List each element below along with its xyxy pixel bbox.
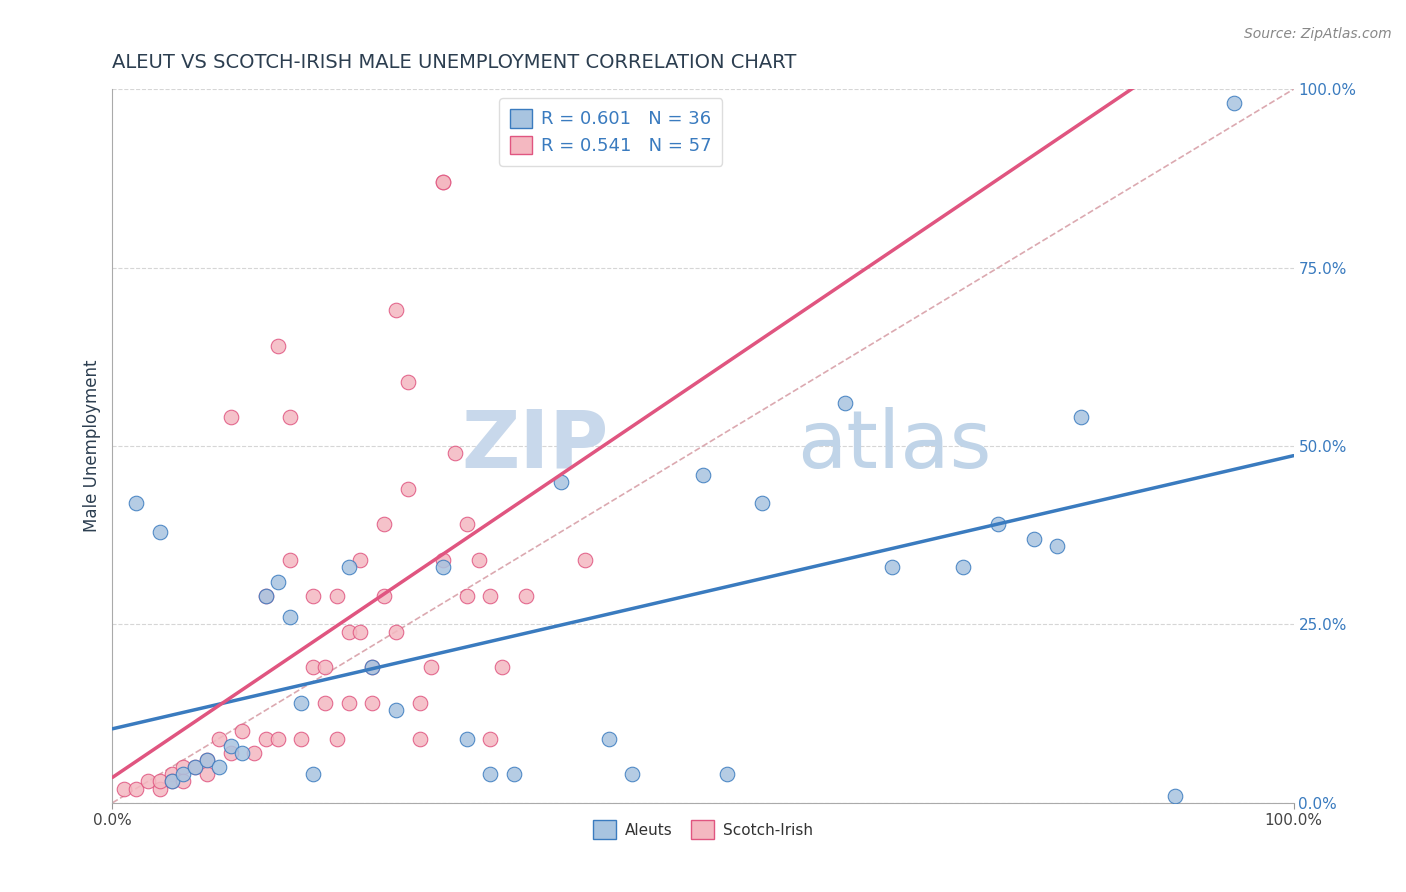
Point xyxy=(751,496,773,510)
Point xyxy=(125,496,148,510)
Point xyxy=(361,696,384,710)
Point xyxy=(361,660,384,674)
Point xyxy=(408,696,430,710)
Point xyxy=(1046,539,1069,553)
Point xyxy=(231,746,253,760)
Point xyxy=(125,781,148,796)
Point xyxy=(361,660,384,674)
Point xyxy=(432,175,454,189)
Point xyxy=(278,610,301,624)
Point xyxy=(149,774,172,789)
Point xyxy=(396,375,419,389)
Point xyxy=(1070,410,1092,425)
Point xyxy=(195,767,218,781)
Point xyxy=(420,660,443,674)
Point xyxy=(456,589,478,603)
Point xyxy=(254,589,277,603)
Point xyxy=(278,553,301,567)
Point xyxy=(267,731,290,746)
Point xyxy=(195,753,218,767)
Point xyxy=(172,767,194,781)
Point xyxy=(349,553,371,567)
Text: ZIP: ZIP xyxy=(461,407,609,485)
Point xyxy=(987,517,1010,532)
Point xyxy=(385,703,408,717)
Point xyxy=(444,446,467,460)
Point xyxy=(408,731,430,746)
Point xyxy=(598,731,620,746)
Text: Source: ZipAtlas.com: Source: ZipAtlas.com xyxy=(1244,27,1392,41)
Point xyxy=(254,731,277,746)
Point xyxy=(432,175,454,189)
Point xyxy=(208,731,231,746)
Point xyxy=(219,410,242,425)
Y-axis label: Male Unemployment: Male Unemployment xyxy=(83,359,101,533)
Point xyxy=(1022,532,1045,546)
Point xyxy=(208,760,231,774)
Point xyxy=(149,524,172,539)
Point xyxy=(432,553,454,567)
Point xyxy=(834,396,856,410)
Point xyxy=(503,767,526,781)
Point xyxy=(160,767,183,781)
Point xyxy=(290,696,312,710)
Point xyxy=(314,660,336,674)
Point xyxy=(302,660,325,674)
Point xyxy=(136,774,159,789)
Point xyxy=(314,696,336,710)
Point xyxy=(467,553,489,567)
Point xyxy=(952,560,974,574)
Text: ALEUT VS SCOTCH-IRISH MALE UNEMPLOYMENT CORRELATION CHART: ALEUT VS SCOTCH-IRISH MALE UNEMPLOYMENT … xyxy=(112,54,797,72)
Point xyxy=(219,746,242,760)
Point xyxy=(456,731,478,746)
Point xyxy=(479,731,502,746)
Point xyxy=(456,517,478,532)
Point xyxy=(326,589,349,603)
Point xyxy=(326,731,349,746)
Point xyxy=(491,660,513,674)
Point xyxy=(479,589,502,603)
Point xyxy=(219,739,242,753)
Point xyxy=(184,760,207,774)
Point xyxy=(302,589,325,603)
Point xyxy=(160,774,183,789)
Point xyxy=(267,339,290,353)
Point xyxy=(172,760,194,774)
Point xyxy=(195,753,218,767)
Point xyxy=(160,774,183,789)
Point xyxy=(243,746,266,760)
Point xyxy=(432,560,454,574)
Text: atlas: atlas xyxy=(797,407,991,485)
Point xyxy=(349,624,371,639)
Point xyxy=(337,560,360,574)
Point xyxy=(149,781,172,796)
Point xyxy=(302,767,325,781)
Point xyxy=(1164,789,1187,803)
Point xyxy=(337,624,360,639)
Point xyxy=(692,467,714,482)
Point xyxy=(515,589,537,603)
Point xyxy=(716,767,738,781)
Point xyxy=(396,482,419,496)
Point xyxy=(267,574,290,589)
Point xyxy=(385,303,408,318)
Point xyxy=(278,410,301,425)
Point xyxy=(574,553,596,567)
Point xyxy=(385,624,408,639)
Point xyxy=(880,560,903,574)
Point xyxy=(550,475,572,489)
Point xyxy=(172,774,194,789)
Point xyxy=(621,767,644,781)
Point xyxy=(337,696,360,710)
Point xyxy=(231,724,253,739)
Point xyxy=(373,517,395,532)
Point xyxy=(290,731,312,746)
Point xyxy=(184,760,207,774)
Legend: Aleuts, Scotch-Irish: Aleuts, Scotch-Irish xyxy=(586,814,820,845)
Point xyxy=(254,589,277,603)
Point xyxy=(373,589,395,603)
Point xyxy=(112,781,135,796)
Point xyxy=(479,767,502,781)
Point xyxy=(1223,96,1246,111)
